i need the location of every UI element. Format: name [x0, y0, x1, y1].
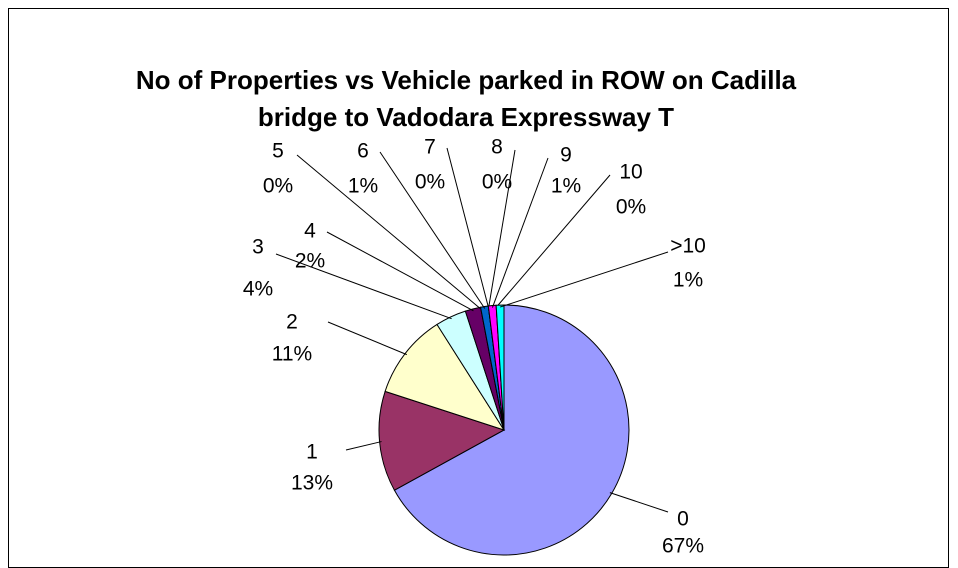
leader-line — [345, 441, 382, 451]
pie-slice — [495, 304, 505, 431]
slice-value-label: 1% — [551, 175, 581, 198]
leader-line — [446, 147, 490, 309]
slice-category-label: 0 — [677, 508, 689, 531]
leader-line — [275, 253, 452, 320]
slice-category-label: 8 — [491, 136, 503, 159]
slice-value-label: 2% — [295, 250, 325, 273]
leader-line — [379, 151, 486, 309]
slice-category-label: 2 — [286, 311, 298, 334]
slice-value-label: 1% — [348, 175, 378, 198]
slice-value-label: 67% — [662, 535, 704, 558]
leader-line — [495, 174, 611, 308]
leader-line — [296, 154, 482, 310]
chart-title: No of Properties vs Vehicle parked in RO… — [135, 65, 797, 132]
slice-category-label: 5 — [272, 140, 284, 163]
slice-value-label: 0% — [482, 171, 512, 194]
slice-category-label: >10 — [670, 235, 706, 258]
leader-line — [491, 157, 549, 308]
slice-category-label: 10 — [619, 161, 642, 184]
leader-line — [326, 231, 474, 312]
slice-value-label: 11% — [272, 343, 312, 366]
slice-value-label: 0% — [616, 196, 646, 219]
leader-line — [327, 321, 408, 356]
slice-category-label: 7 — [424, 136, 436, 159]
slice-value-label: 0% — [263, 175, 293, 198]
slice-value-label: 0% — [415, 171, 445, 194]
slice-category-label: 9 — [560, 144, 572, 167]
leader-line — [499, 251, 669, 308]
slice-category-label: 4 — [304, 220, 316, 243]
slice-value-label: 4% — [243, 278, 273, 301]
pie-slice — [384, 323, 506, 431]
leader-line — [609, 492, 669, 513]
slice-value-label: 1% — [673, 269, 703, 292]
leader-line — [488, 149, 516, 309]
slice-value-label: 13% — [291, 472, 333, 495]
slice-category-label: 1 — [306, 441, 318, 464]
slice-category-label: 6 — [357, 140, 369, 163]
slice-category-label: 3 — [252, 236, 264, 259]
